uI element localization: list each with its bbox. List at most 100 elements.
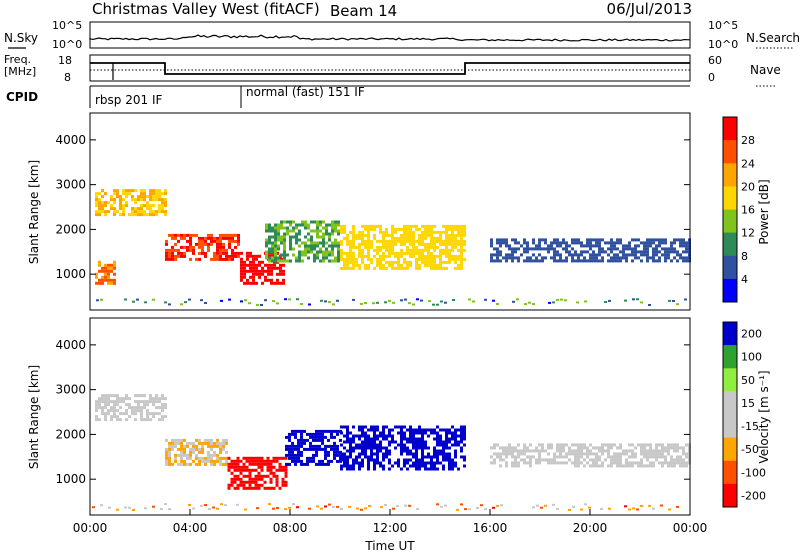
heatmap-cell: [258, 263, 261, 267]
heatmap-cell: [294, 456, 297, 460]
heatmap-cell: [332, 505, 335, 508]
heatmap-cell: [186, 245, 189, 249]
heatmap-cell: [409, 254, 412, 258]
heatmap-cell: [670, 458, 673, 462]
heatmap-cell: [661, 452, 664, 456]
heatmap-cell: [416, 507, 419, 510]
heatmap-cell: [263, 486, 267, 490]
heatmap-cell: [230, 477, 234, 481]
heatmap-cell: [373, 458, 376, 462]
heatmap-cell: [277, 229, 280, 233]
colorbar-segment: [723, 368, 737, 392]
heatmap-cell: [271, 226, 274, 230]
heatmap-cell: [219, 441, 222, 445]
heatmap-cell: [664, 461, 667, 465]
heatmap-cell: [589, 247, 592, 251]
heatmap-cell: [267, 263, 270, 267]
heatmap-cell: [140, 394, 143, 398]
heatmap-cell: [631, 452, 634, 456]
heatmap-cell: [216, 438, 219, 442]
heatmap-cell: [268, 250, 271, 254]
heatmap-cell: [676, 446, 679, 450]
heatmap-cell: [505, 256, 508, 260]
heatmap-cell: [330, 432, 333, 436]
colorbar-tick-label: 4: [741, 273, 748, 286]
heatmap-cell: [565, 443, 568, 447]
heatmap-cell: [454, 437, 457, 441]
heatmap-cell: [454, 431, 457, 435]
heatmap-cell: [198, 239, 201, 243]
heatmap-cell: [340, 508, 343, 510]
heatmap-cell: [158, 189, 161, 193]
heatmap-cell: [535, 256, 538, 260]
heatmap-cell: [685, 259, 688, 263]
heatmap-cell: [255, 281, 258, 285]
heatmap-cell: [670, 244, 673, 248]
heatmap-cell: [379, 224, 382, 228]
heatmap-cell: [379, 227, 382, 231]
heatmap-cell: [216, 453, 219, 457]
heatmap-cell: [373, 428, 376, 432]
heatmap-cell: [122, 397, 125, 401]
heatmap-cell: [454, 236, 457, 240]
heatmap-cell: [655, 253, 658, 257]
heatmap-cell: [502, 238, 505, 242]
heatmap-cell: [649, 241, 652, 245]
heatmap-cell: [213, 459, 216, 463]
heatmap-cell: [610, 256, 613, 260]
heatmap-cell: [331, 247, 334, 251]
heatmap-cell: [526, 241, 529, 245]
heatmap-cell: [110, 418, 113, 422]
heatmap-cell: [174, 441, 177, 445]
heatmap-cell: [685, 241, 688, 245]
heatmap-cell: [604, 458, 607, 462]
heatmap-cell: [421, 452, 424, 456]
heatmap-cell: [406, 437, 409, 441]
heatmap-cell: [255, 254, 258, 258]
heatmap-cell: [559, 253, 562, 257]
heatmap-cell: [673, 461, 676, 465]
heatmap-cell: [520, 244, 523, 248]
heatmap-cell: [511, 247, 514, 251]
heatmap-cell: [164, 198, 167, 202]
heatmap-cell: [454, 242, 457, 246]
heatmap-cell: [146, 195, 149, 199]
noise-panel: N.Sky N.Search 10^5 10^0 10^5 10^0: [4, 19, 800, 51]
heatmap-cell: [433, 236, 436, 240]
heatmap-cell: [183, 254, 186, 258]
heatmap-cell: [661, 247, 664, 251]
heatmap-cell: [183, 236, 186, 240]
heatmap-cell: [529, 259, 532, 263]
heatmap-cell: [277, 235, 280, 239]
heatmap-cell: [315, 435, 318, 439]
heatmap-cell: [134, 400, 137, 404]
heatmap-cell: [427, 254, 430, 258]
heatmap-cell: [98, 204, 101, 208]
heatmap-cell: [454, 434, 457, 438]
heatmap-cell: [517, 241, 520, 245]
heatmap-cell: [271, 241, 274, 245]
heatmap-cell: [670, 247, 673, 251]
heatmap-cell: [409, 428, 412, 432]
heatmap-cell: [418, 248, 421, 252]
heatmap-cell: [373, 266, 376, 270]
heatmap-cell: [358, 464, 361, 468]
heatmap-cell: [418, 443, 421, 447]
heatmap-cell: [388, 254, 391, 258]
heatmap-cell: [682, 238, 685, 242]
heatmap-cell: [439, 236, 442, 240]
heatmap-cell: [271, 235, 274, 239]
heatmap-cell: [282, 281, 285, 285]
heatmap-cell: [376, 458, 379, 462]
heatmap-cell: [415, 437, 418, 441]
heatmap-cell: [424, 224, 427, 228]
heatmap-cell: [430, 257, 433, 261]
heatmap-cell: [592, 244, 595, 248]
heatmap-cell: [321, 429, 324, 433]
heatmap-cell: [174, 254, 177, 258]
heatmap-cell: [454, 257, 457, 261]
heatmap-cell: [245, 465, 249, 469]
heatmap-cell: [333, 447, 336, 451]
